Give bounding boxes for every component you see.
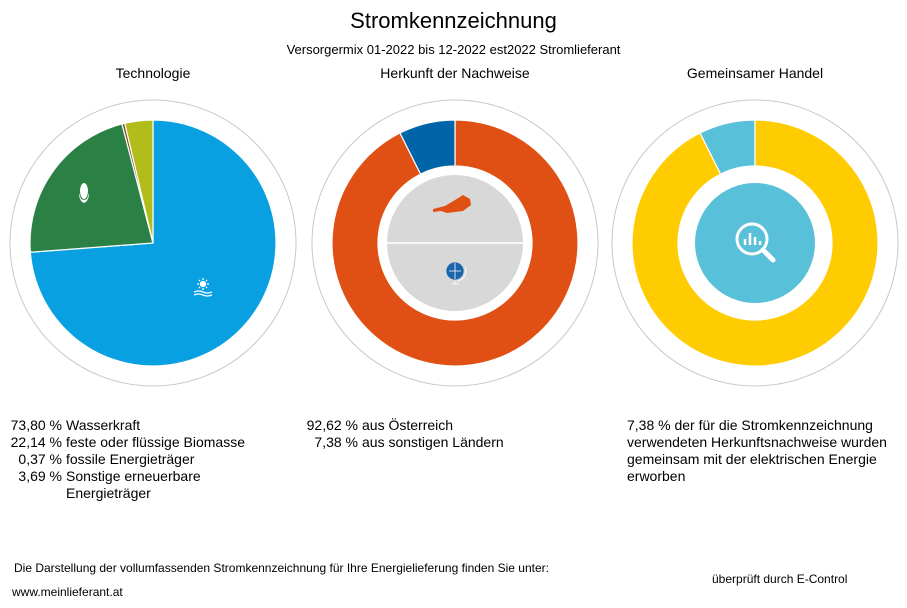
legend-item: 73,80 % Wasserkraft xyxy=(0,417,245,434)
austria-map-icon xyxy=(433,195,471,213)
water-sun-icon xyxy=(193,278,213,297)
legend-item: 3,69 % Sonstige erneuerbare Energieträger xyxy=(0,468,245,502)
sun xyxy=(199,280,207,288)
technologie-legend: 73,80 % Wasserkraft 22,14 % feste oder flü… xyxy=(0,417,245,502)
herkunft-donut-chart xyxy=(311,99,599,387)
page-subtitle: Versorgermix 01-2022 bis 12-2022 est2022… xyxy=(286,42,621,57)
technologie-pie-chart xyxy=(9,99,297,387)
verified-label: überprüft durch E-Control xyxy=(712,572,848,586)
lens xyxy=(735,222,769,256)
legend-label: Wasserkraft xyxy=(66,417,141,433)
chart-title-handel: Gemeinsamer Handel xyxy=(686,65,824,81)
footer-link[interactable]: www.meinlieferant.at xyxy=(12,585,123,599)
handel-text: 7,38 % der für die Stromkennzeichnung ve… xyxy=(627,417,887,484)
legend-label: feste oder flüssige Biomasse xyxy=(66,434,245,450)
husk xyxy=(79,193,89,203)
globe-icon xyxy=(446,262,467,285)
chart-title-herkunft: Herkunft der Nachweise xyxy=(380,65,530,81)
legend-value: 73,80 % xyxy=(10,417,62,433)
legend-label: aus sonstigen Ländern xyxy=(362,434,504,450)
legend-label: aus Österreich xyxy=(362,417,454,433)
slice-rest xyxy=(631,119,879,367)
globe-lines xyxy=(449,263,467,285)
magnifier-chart-icon xyxy=(735,222,776,263)
legend-item: 92,62 % aus Österreich xyxy=(296,417,504,434)
slice-sonstige-erneuerbare-energietr-ger xyxy=(124,119,154,244)
legend-value: 0,37 % xyxy=(18,451,62,467)
legend-label: fossile Energieträger xyxy=(66,451,195,467)
handle xyxy=(760,247,776,263)
legend-value: 3,69 % xyxy=(18,468,62,484)
slice-aus-sonstigen-l-ndern xyxy=(399,119,456,175)
chart-title-technologie: Technologie xyxy=(115,65,191,81)
corn-icon xyxy=(79,183,89,203)
legend-value: 7,38 % xyxy=(314,434,358,450)
slice-feste-oder-fl-ssige-biomasse xyxy=(29,123,154,253)
legend-value: 92,62 % xyxy=(306,417,358,433)
legend-item: 22,14 % feste oder flüssige Biomasse xyxy=(0,434,245,451)
herkunft-legend: 92,62 % aus Österreich 7,38 % aus sonstige… xyxy=(296,417,504,451)
legend-label: Sonstige erneuerbare Energieträger xyxy=(66,468,201,501)
waves xyxy=(193,278,213,297)
page-title: Stromkennzeichnung xyxy=(350,8,557,33)
slice-aus-sterreich xyxy=(331,119,579,367)
handel-donut-chart xyxy=(611,99,899,387)
cob xyxy=(80,183,88,199)
legend-value: 22,14 % xyxy=(10,434,62,450)
footer-note: Die Darstellung der vollumfassenden Stro… xyxy=(14,561,549,575)
bars xyxy=(743,233,762,245)
legend-item: 7,38 % aus sonstigen Ländern xyxy=(296,434,504,451)
legend-item: 0,37 % fossile Energieträger xyxy=(0,451,245,468)
